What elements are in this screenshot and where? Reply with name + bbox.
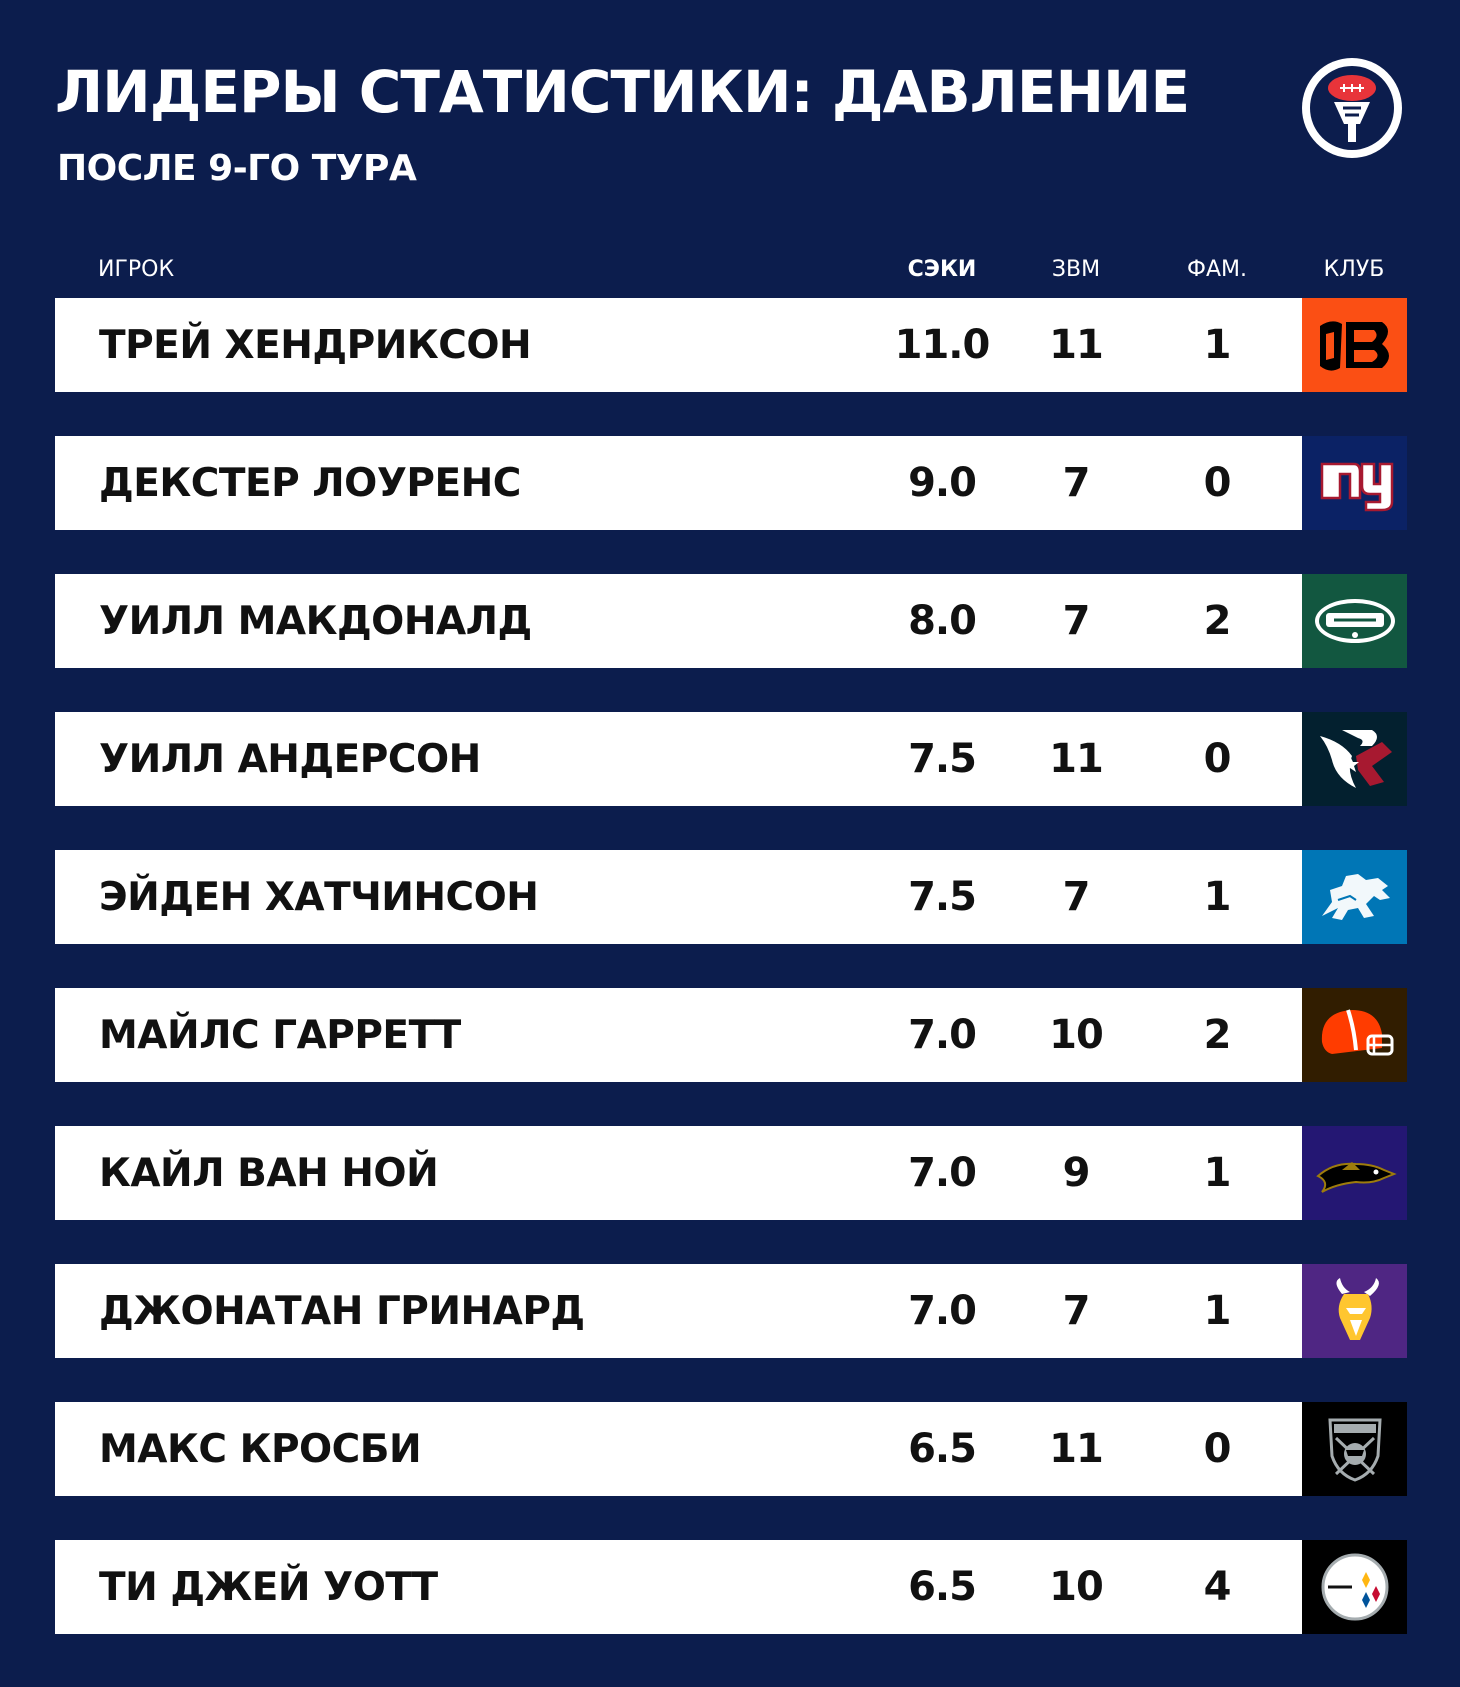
club-cell bbox=[1302, 1264, 1407, 1358]
vikings-logo-icon bbox=[1335, 1278, 1379, 1340]
fumbles-value: 1 bbox=[1203, 1150, 1232, 1196]
table-row: УИЛЛ АНДЕРСОН 7.5 11 0 bbox=[55, 712, 1407, 806]
table-row: УИЛЛ МАКДОНАЛД 8.0 7 2 bbox=[55, 574, 1407, 668]
table-row: ЭЙДЕН ХАТЧИНСОН 7.5 7 1 bbox=[55, 850, 1407, 944]
table-row: ТРЕЙ ХЕНДРИКСОН 11.0 11 1 bbox=[55, 298, 1407, 392]
fumbles-value: 1 bbox=[1203, 874, 1232, 920]
qb-hits-value: 7 bbox=[1062, 460, 1091, 506]
fumbles-value: 1 bbox=[1203, 322, 1232, 368]
raiders-logo-icon bbox=[1327, 1418, 1382, 1482]
club-cell bbox=[1302, 1540, 1407, 1634]
fumbles-value: 0 bbox=[1203, 460, 1232, 506]
qb-hits-value: 11 bbox=[1049, 736, 1104, 782]
qb-hits-value: 10 bbox=[1049, 1564, 1104, 1610]
player-name: МАЙЛС ГАРРЕТТ bbox=[99, 1012, 461, 1058]
club-cell bbox=[1302, 298, 1407, 392]
fumbles-value: 2 bbox=[1203, 1012, 1232, 1058]
player-name: КАЙЛ ВАН НОЙ bbox=[99, 1150, 439, 1196]
player-name: УИЛЛ МАКДОНАЛД bbox=[99, 598, 532, 644]
texans-logo-icon bbox=[1319, 730, 1392, 788]
sacks-value: 6.5 bbox=[908, 1564, 977, 1610]
player-name: ДЖОНАТАН ГРИНАРД bbox=[99, 1288, 585, 1334]
qb-hits-value: 11 bbox=[1049, 322, 1104, 368]
qb-hits-value: 11 bbox=[1049, 1426, 1104, 1472]
table-row: МАКС КРОСБИ 6.5 11 0 bbox=[55, 1402, 1407, 1496]
column-header-player: ИГРОК bbox=[98, 257, 175, 282]
qb-hits-value: 7 bbox=[1062, 598, 1091, 644]
page-subtitle: ПОСЛЕ 9-ГО ТУРА bbox=[57, 148, 417, 189]
fumbles-value: 0 bbox=[1203, 1426, 1232, 1472]
sacks-value: 7.0 bbox=[908, 1012, 977, 1058]
lions-logo-icon bbox=[1321, 874, 1390, 920]
table-row: КАЙЛ ВАН НОЙ 7.0 9 1 bbox=[55, 1126, 1407, 1220]
sacks-value: 7.5 bbox=[908, 874, 977, 920]
player-name: УИЛЛ АНДЕРСОН bbox=[99, 736, 481, 782]
bengals-logo-icon bbox=[1319, 321, 1389, 371]
sacks-value: 11.0 bbox=[894, 322, 991, 368]
fumbles-value: 1 bbox=[1203, 1288, 1232, 1334]
sacks-value: 7.0 bbox=[908, 1288, 977, 1334]
table-row: ТИ ДЖЕЙ УОТТ 6.5 10 4 bbox=[55, 1540, 1407, 1634]
club-cell bbox=[1302, 1402, 1407, 1496]
club-cell bbox=[1302, 988, 1407, 1082]
sacks-value: 7.0 bbox=[908, 1150, 977, 1196]
qb-hits-value: 7 bbox=[1062, 874, 1091, 920]
table-row: ДЖОНАТАН ГРИНАРД 7.0 7 1 bbox=[55, 1264, 1407, 1358]
football-microphone-icon bbox=[1302, 58, 1402, 158]
ravens-logo-icon bbox=[1315, 1162, 1397, 1193]
qb-hits-value: 7 bbox=[1062, 1288, 1091, 1334]
steelers-logo-icon bbox=[1321, 1553, 1388, 1621]
browns-logo-icon bbox=[1321, 1009, 1393, 1056]
sacks-value: 7.5 bbox=[908, 736, 977, 782]
giants-logo-icon bbox=[1320, 462, 1393, 512]
table-row: ДЕКСТЕР ЛОУРЕНС 9.0 7 0 bbox=[55, 436, 1407, 530]
sacks-value: 6.5 bbox=[908, 1426, 977, 1472]
club-cell bbox=[1302, 436, 1407, 530]
sacks-value: 8.0 bbox=[908, 598, 977, 644]
sacks-value: 9.0 bbox=[908, 460, 977, 506]
page-title: ЛИДЕРЫ СТАТИСТИКИ: ДАВЛЕНИЕ bbox=[55, 58, 1190, 126]
fumbles-value: 0 bbox=[1203, 736, 1232, 782]
fumbles-value: 2 bbox=[1203, 598, 1232, 644]
player-name: ЭЙДЕН ХАТЧИНСОН bbox=[99, 874, 539, 920]
player-name: ТИ ДЖЕЙ УОТТ bbox=[99, 1564, 438, 1610]
club-cell bbox=[1302, 712, 1407, 806]
table-row: МАЙЛС ГАРРЕТТ 7.0 10 2 bbox=[55, 988, 1407, 1082]
qb-hits-value: 9 bbox=[1062, 1150, 1091, 1196]
club-cell bbox=[1302, 1126, 1407, 1220]
qb-hits-value: 10 bbox=[1049, 1012, 1104, 1058]
club-cell bbox=[1302, 850, 1407, 944]
player-name: МАКС КРОСБИ bbox=[99, 1426, 422, 1472]
player-name: ТРЕЙ ХЕНДРИКСОН bbox=[99, 322, 532, 368]
player-name: ДЕКСТЕР ЛОУРЕНС bbox=[99, 460, 521, 506]
jets-logo-icon bbox=[1314, 599, 1395, 643]
fumbles-value: 4 bbox=[1203, 1564, 1232, 1610]
club-cell bbox=[1302, 574, 1407, 668]
